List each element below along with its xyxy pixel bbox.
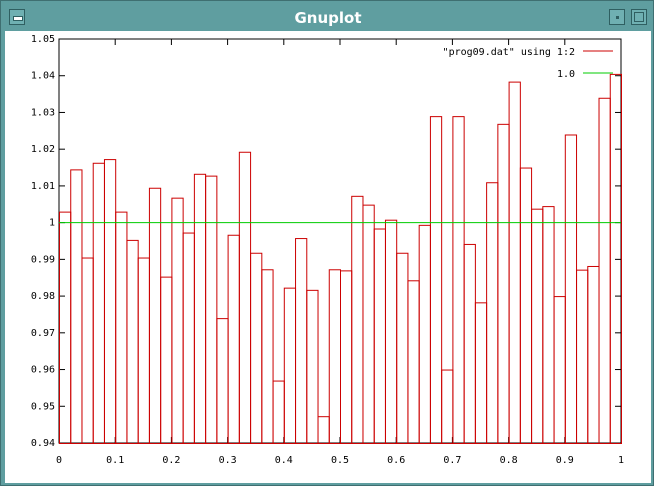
legend: "prog09.dat" using 1:2 1.0 <box>443 47 613 80</box>
histogram-bar <box>126 239 139 444</box>
histogram-bar <box>328 269 342 444</box>
histogram-bar <box>283 287 297 445</box>
histogram-bar <box>564 134 578 444</box>
histogram-bar <box>452 116 465 445</box>
y-tick-label: 1.02 <box>31 144 55 155</box>
y-tick-label: 0.98 <box>31 291 55 302</box>
histogram-bar <box>103 159 117 444</box>
maximize-icon <box>634 12 644 22</box>
histogram-bar <box>519 167 533 445</box>
histogram-bar <box>261 269 274 444</box>
histogram-bar <box>486 182 499 444</box>
histogram-bar <box>171 197 184 444</box>
x-tick-label: 1 <box>618 455 624 466</box>
histogram-bar <box>418 224 431 444</box>
window-menu-button[interactable] <box>9 9 25 25</box>
histogram-bar <box>70 169 83 445</box>
histogram-bar <box>205 175 218 444</box>
x-tick-label: 0.4 <box>275 455 293 466</box>
x-tick-label: 0.3 <box>219 455 237 466</box>
y-tick-label: 1.03 <box>31 107 55 118</box>
labels-layer: 0.940.950.960.970.980.9911.011.021.031.0… <box>31 34 624 466</box>
histogram-bar <box>463 243 476 444</box>
x-tick-label: 0.2 <box>162 455 180 466</box>
title-bar[interactable]: Gnuplot <box>5 5 651 31</box>
histogram-bar <box>441 369 454 444</box>
y-tick-label: 1.04 <box>31 71 55 82</box>
histogram-bar <box>429 116 443 445</box>
plot-area: 0.94 0.95 0.96 0.97 0.98 0.99 1 1.01 1.02 1.03 1.0… <box>5 31 651 483</box>
histogram-bar <box>553 296 566 444</box>
histogram-bar <box>508 81 521 444</box>
y-tick-label: 1.05 <box>31 34 55 45</box>
histogram-bar <box>531 208 544 444</box>
histogram-bar <box>193 173 207 444</box>
y-tick-label: 0.96 <box>31 365 55 376</box>
histogram-bar <box>148 187 162 444</box>
histogram-bar <box>542 206 555 444</box>
histogram-bar <box>115 211 128 444</box>
y-tick-label: 0.95 <box>31 401 55 412</box>
histogram-bar <box>272 380 285 444</box>
minimize-icon <box>616 16 619 19</box>
histogram-bar <box>306 289 319 444</box>
y-tick-label: 0.94 <box>31 438 55 449</box>
window-title: Gnuplot <box>294 9 362 27</box>
histogram-bar <box>609 73 623 445</box>
y-tick-label: 1.01 <box>31 181 55 192</box>
x-tick-label: 0.1 <box>106 455 124 466</box>
maximize-button[interactable] <box>631 9 647 25</box>
x-tick-label: 0.9 <box>556 455 574 466</box>
chart-svg: 0.940.950.960.970.980.9911.011.021.031.0… <box>31 34 624 466</box>
histogram-bar <box>384 219 398 444</box>
legend-label: 1.0 <box>557 69 575 80</box>
x-tick-label: 0.8 <box>500 455 518 466</box>
histogram-bar <box>351 195 364 444</box>
histogram-bar <box>587 265 600 444</box>
legend-label: "prog09.dat" using 1:2 <box>443 47 575 58</box>
histogram-bar <box>92 162 105 444</box>
histogram-bar <box>295 238 308 444</box>
histogram-bar <box>474 302 488 444</box>
histogram-bar <box>216 318 229 444</box>
bars-layer <box>59 73 623 445</box>
histogram-bar <box>81 257 94 444</box>
y-tick-label: 1 <box>49 218 55 229</box>
histogram-bar <box>396 252 409 444</box>
histogram-bar <box>576 269 589 444</box>
x-tick-label: 0.5 <box>331 455 349 466</box>
menu-icon <box>13 16 23 21</box>
y-tick-label: 0.99 <box>31 254 55 265</box>
histogram-bar <box>317 416 330 444</box>
histogram-bar <box>250 252 263 444</box>
histogram-bar <box>59 211 72 444</box>
histogram-bar <box>137 257 150 444</box>
y-tick-label: 0.97 <box>31 328 55 339</box>
histogram-bar <box>407 280 420 444</box>
histogram-bar <box>160 276 173 444</box>
histogram-bar <box>182 232 195 444</box>
histogram-bar <box>598 97 611 444</box>
histogram-bar <box>227 234 240 444</box>
minimize-button[interactable] <box>609 9 625 25</box>
x-tick-label: 0.6 <box>387 455 405 466</box>
histogram-bar <box>362 204 375 444</box>
x-tick-label: 0.7 <box>443 455 461 466</box>
histogram-bar <box>497 123 510 444</box>
histogram-bar <box>373 228 386 444</box>
histogram-bar <box>340 270 353 444</box>
x-tick-label: 0 <box>56 455 62 466</box>
histogram-bar <box>238 151 252 445</box>
